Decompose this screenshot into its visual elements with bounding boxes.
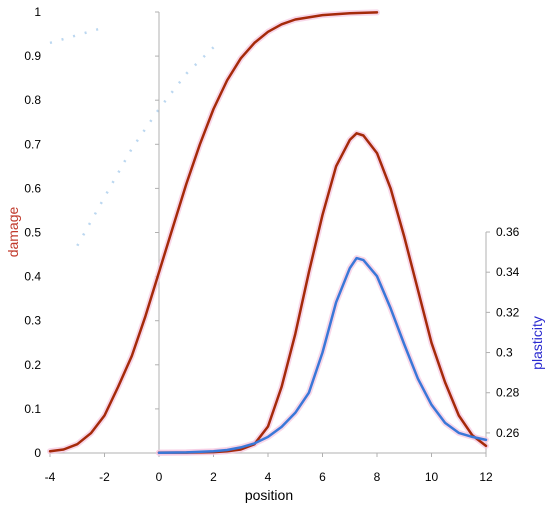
y-axis-left-title: damage — [5, 206, 21, 257]
y-right-tick-label: 0.28 — [496, 386, 520, 400]
x-tick-label: 12 — [479, 470, 493, 484]
x-tick-label: -4 — [45, 470, 56, 484]
series-layer — [47, 9, 489, 456]
x-tick-label: 6 — [319, 470, 326, 484]
x-tick-label: 8 — [374, 470, 381, 484]
y-left-tick-label: 0.9 — [24, 49, 41, 63]
y-left-tick-label: 0.3 — [24, 314, 41, 328]
y-left-tick-label: 0 — [34, 446, 41, 460]
x-tick-label: 4 — [265, 470, 272, 484]
x-tick-label: 10 — [425, 470, 439, 484]
x-tick-label: 2 — [210, 470, 217, 484]
watermark-layer — [49, 26, 215, 247]
y-left-tick-label: 0.5 — [24, 226, 41, 240]
y-right-tick-label: 0.36 — [496, 225, 520, 239]
damage-series-line — [48, 11, 379, 453]
y-left-tick-label: 1 — [34, 5, 41, 19]
y-right-tick-label: 0.34 — [496, 265, 520, 279]
y-right-tick-label: 0.26 — [496, 426, 520, 440]
watermark-fragment — [49, 26, 105, 45]
y-left-tick-label: 0.8 — [24, 93, 41, 107]
plasticity-series-line — [157, 256, 488, 455]
x-tick-label: -2 — [99, 470, 110, 484]
damage-series-line — [157, 132, 488, 454]
x-axis-title: position — [245, 487, 293, 503]
series-line-shadow — [47, 9, 380, 455]
series-line-shadow — [156, 130, 489, 456]
y-axis-right-title: plasticity — [529, 316, 545, 370]
x-tick-label: 0 — [156, 470, 163, 484]
y-left-tick-label: 0.2 — [24, 358, 41, 372]
y-right-tick-label: 0.3 — [496, 346, 513, 360]
y-right-tick-label: 0.32 — [496, 305, 520, 319]
y-left-tick-label: 0.1 — [24, 402, 41, 416]
y-left-tick-label: 0.6 — [24, 181, 41, 195]
ticks-layer: -4 -2 0 2 4 6 8 10 12 0 0.1 0.2 0.3 0.4 0.5 0.6 0.7 0.8 0.… — [24, 5, 519, 484]
y-left-tick-label: 0.4 — [24, 270, 41, 284]
watermark-fragment — [76, 46, 215, 247]
y-left-tick-label: 0.7 — [24, 137, 41, 151]
